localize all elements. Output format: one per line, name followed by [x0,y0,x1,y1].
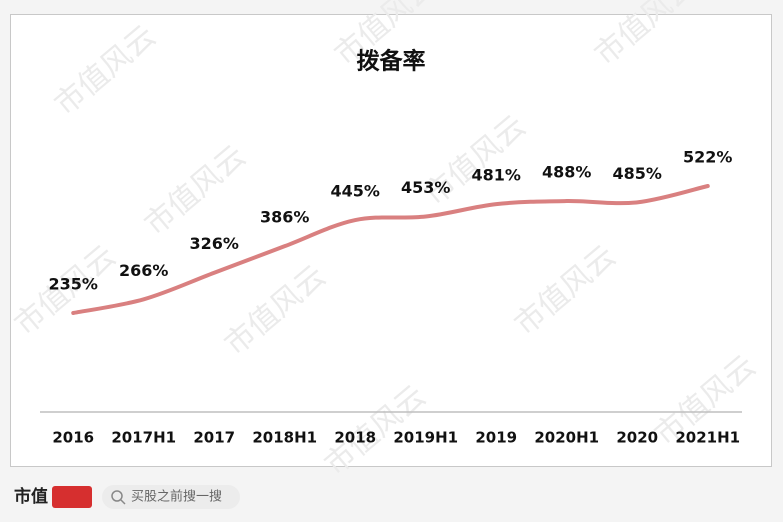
data-label: 488% [542,163,591,182]
data-label: 235% [49,275,98,294]
data-label: 522% [683,148,732,167]
search-box[interactable] [102,485,240,509]
data-label: 326% [190,234,239,253]
x-tick-label: 2021H1 [675,429,740,447]
data-label: 481% [472,166,521,185]
x-tick-label: 2017 [193,429,235,447]
footer-logo: 市值 [14,486,48,507]
x-tick-label: 2016 [52,429,94,447]
x-tick-label: 2019 [475,429,517,447]
plot: 2016 2017H1 2017 2018H1 2018 2019H1 2019 2020H1… [49,148,741,447]
chart-frame [10,14,772,467]
chart-title: 拨备率 [357,48,426,75]
data-label: 266% [119,261,168,280]
data-label: 386% [260,208,309,227]
data-label: 445% [331,182,380,201]
x-tick-label: 2019H1 [393,429,458,447]
data-label: 453% [401,178,450,197]
logo-badge [52,486,92,508]
x-tick-label: 2018H1 [252,429,317,447]
search-icon-handle [120,499,126,505]
x-tick-label: 2020H1 [534,429,599,447]
x-tick-label: 2020 [616,429,658,447]
search-icon [111,490,123,502]
data-label: 485% [613,164,662,183]
line [71,184,710,315]
x-tick-label: 2017H1 [111,429,176,447]
search-placeholder: 买股之前搜一搜 [131,489,222,505]
x-tick-label: 2018 [334,429,376,447]
